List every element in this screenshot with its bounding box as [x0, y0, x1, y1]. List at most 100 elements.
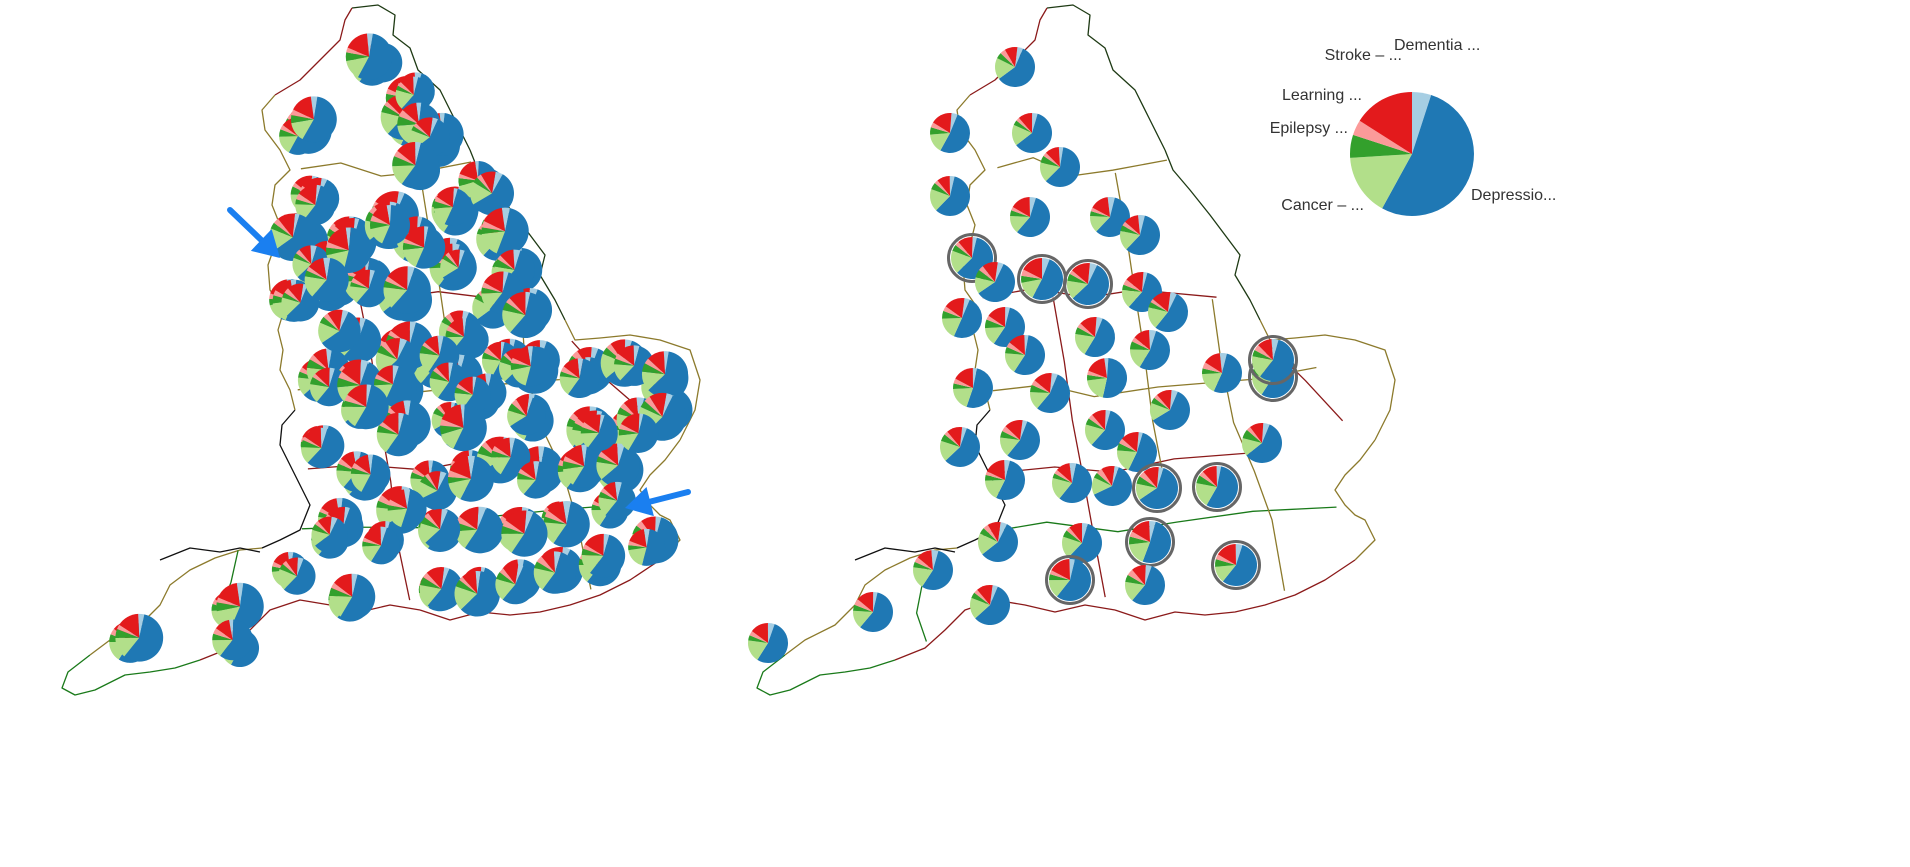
pie-slice-cancer	[395, 89, 414, 109]
pie-slice-epilepsy	[559, 371, 580, 379]
pie-slice-epilepsy	[350, 467, 371, 475]
left-pie-marker	[543, 501, 590, 548]
pie-slice-epilepsy	[445, 330, 464, 338]
pie-slice-depression	[302, 96, 337, 143]
pie-slice-dementia	[501, 207, 510, 232]
pie-slice-epilepsy	[115, 628, 140, 638]
pie-slice-depression	[460, 571, 501, 617]
pie-slice-learning	[273, 218, 293, 238]
pie-slice-learning	[1122, 221, 1140, 235]
pie-slice-dementia	[509, 437, 515, 458]
pie-slice-cancer	[517, 479, 536, 495]
pie-slice-stroke	[1092, 197, 1110, 217]
pie-slice-stroke	[428, 509, 442, 530]
right-pie-marker	[913, 549, 953, 590]
pie-slice-depression	[1152, 391, 1190, 431]
pie-slice-epilepsy	[1196, 475, 1217, 487]
pie-slice-learning	[338, 371, 361, 386]
pie-slice-dementia	[662, 393, 673, 417]
pie-slice-stroke	[1009, 335, 1025, 355]
pie-slice-depression	[1091, 410, 1126, 451]
pie-slice-depression	[940, 114, 970, 153]
pie-slice-learning	[598, 451, 619, 466]
pie-slice-depression	[945, 428, 980, 467]
pie-slice-epilepsy	[997, 53, 1015, 67]
right-coast-segment	[1114, 559, 1356, 621]
pie-slice-depression	[523, 461, 555, 499]
left-pie-marker	[362, 526, 400, 565]
pie-slice-cancer	[376, 432, 399, 453]
pie-slice-depression	[340, 574, 376, 620]
pie-slice-stroke	[958, 237, 973, 258]
pie-slice-stroke	[404, 226, 425, 248]
pie-slice-epilepsy	[517, 472, 536, 480]
pie-slice-dementia	[462, 318, 467, 337]
pie-slice-stroke	[1152, 292, 1171, 312]
pie-slice-epilepsy	[502, 302, 526, 315]
pie-slice-learning	[351, 462, 371, 475]
pie-slice-cancer	[350, 473, 371, 492]
left-pie-marker	[447, 455, 494, 502]
pie-slice-stroke	[1122, 432, 1139, 452]
pie-slice-epilepsy	[1122, 284, 1142, 292]
pie-slice-learning	[362, 537, 382, 546]
right-pie-marker	[1004, 335, 1046, 376]
pie-slice-learning	[1011, 206, 1030, 217]
pie-slice-depression	[1222, 545, 1258, 587]
pie-slice-depression	[425, 510, 461, 550]
pie-slice-cancer	[448, 478, 471, 500]
right-pie-marker	[1125, 564, 1165, 605]
pie-slice-epilepsy	[1048, 574, 1070, 581]
pie-slice-learning	[312, 373, 330, 387]
pie-slice-depression	[953, 299, 983, 339]
pie-slice-dementia	[581, 444, 588, 467]
pie-slice-stroke	[947, 427, 963, 447]
pie-slice-stroke	[629, 529, 647, 548]
left-pie-marker	[295, 184, 336, 226]
right-pie-marker	[1211, 540, 1261, 590]
pie-slice-epilepsy	[282, 292, 301, 303]
pie-slice-depression	[343, 227, 372, 273]
pie-slice-dementia	[1145, 565, 1152, 585]
pie-slice-epilepsy	[270, 222, 293, 238]
pie-slice-learning	[440, 419, 464, 428]
pie-slice-stroke	[1056, 463, 1072, 483]
pie-slice-depression	[1126, 215, 1161, 256]
pie-slice-cancer	[940, 440, 960, 461]
pie-slice-cancer	[1148, 307, 1168, 328]
pie-slice-epilepsy	[1086, 374, 1107, 381]
pie-slice-dementia	[1015, 47, 1023, 67]
pie-slice-cancer	[1117, 450, 1137, 471]
pie-slice-dementia	[351, 573, 358, 597]
pie-slice-depression	[525, 346, 551, 387]
pie-slice-depression	[1059, 463, 1093, 504]
left-pie-marker	[581, 533, 626, 578]
pie-slice-depression	[385, 366, 412, 404]
pie-slice-stroke	[565, 444, 585, 467]
pie-slice-learning	[986, 315, 1005, 327]
left-pie-marker	[481, 207, 529, 255]
pie-slice-stroke	[1092, 410, 1106, 430]
pie-slice-depression	[1068, 523, 1103, 564]
pie-slice-epilepsy	[1093, 472, 1112, 486]
pie-slice-epilepsy	[387, 505, 408, 511]
pie-slice-learning	[914, 557, 933, 570]
pie-slice-depression	[385, 413, 421, 457]
pie-slice-epilepsy	[301, 439, 322, 449]
pie-slice-depression	[444, 188, 472, 226]
pie-slice-stroke	[400, 76, 414, 95]
pie-slice-epilepsy	[580, 427, 599, 434]
pie-slice-depression	[496, 208, 529, 255]
pie-slice-dementia	[1095, 317, 1103, 337]
pie-slice-cancer	[502, 310, 526, 333]
pie-slice-stroke	[436, 188, 454, 208]
pie-slice-dementia	[452, 188, 458, 208]
pie-slice-learning	[384, 101, 404, 118]
left-county-boundary	[159, 547, 261, 561]
pie-slice-dementia	[1157, 467, 1164, 488]
pie-slice-cancer	[362, 545, 382, 562]
right-pie-marker	[1011, 112, 1052, 153]
pie-slice-cancer	[511, 366, 531, 386]
pie-slice-dementia	[315, 184, 321, 205]
pie-slice-learning	[619, 423, 639, 434]
